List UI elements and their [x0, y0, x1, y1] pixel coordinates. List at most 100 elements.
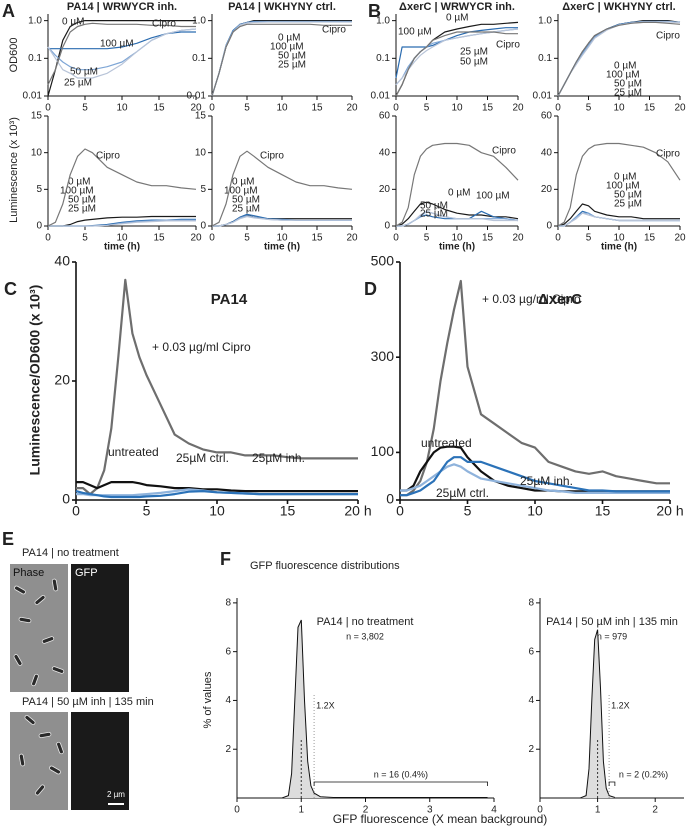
x-tick-label: 0 — [209, 103, 215, 114]
x-tick-label: 0 — [209, 233, 215, 244]
cell — [18, 753, 26, 767]
cell — [13, 654, 23, 666]
x-tick-label: 15 — [153, 103, 165, 114]
series-label: 100 µM — [224, 186, 258, 197]
series-label: 50 µM — [614, 79, 642, 90]
chart-title: PA14 | WKHYNY ctrl. — [228, 1, 336, 13]
series-line — [48, 220, 196, 227]
series-label: 100 µM — [606, 181, 640, 192]
series-line — [395, 31, 518, 97]
series-label: 0 µM — [446, 13, 468, 24]
x-tick-label: 15 — [644, 103, 656, 114]
y-tick-label: 40 — [54, 253, 70, 269]
series-label: 50 µM — [614, 190, 642, 201]
x-tick-label: 0 — [72, 503, 80, 519]
x-tick-label: 15 — [482, 233, 494, 244]
cell — [41, 636, 55, 644]
x-tick-label: 10 — [451, 233, 463, 244]
x-tick-label: 20 — [190, 233, 202, 244]
y-tick-label: 0.01 — [187, 91, 207, 102]
y-tick-label: 0.01 — [371, 91, 391, 102]
series-line — [558, 212, 680, 227]
chart-title: ΔxerC | WKHYNY ctrl. — [562, 1, 675, 13]
y-tick-label: 20 — [541, 184, 553, 195]
series-label: 25 µM — [420, 209, 448, 220]
y-tick-label: 60 — [379, 111, 391, 122]
series-label: 50 µM — [68, 195, 96, 206]
tail-bracket — [313, 781, 488, 786]
series-line — [76, 481, 358, 493]
x-tick-label: 0 — [396, 503, 404, 519]
y-tick-label: 20 — [379, 184, 391, 195]
series-label: 0 µM — [614, 172, 636, 183]
y-tick-label: 100 — [371, 443, 395, 459]
series-label: Cipro — [492, 146, 516, 157]
series-line — [212, 215, 352, 227]
tail-label: n = 16 (0.4%) — [374, 769, 428, 779]
x-tick-label: 15 — [153, 233, 165, 244]
cell — [51, 578, 59, 592]
y-tick-label: 0 — [384, 221, 390, 232]
x-tick-label: 0 — [45, 233, 51, 244]
x-tick-label: 20 h — [656, 503, 683, 519]
y-tick-label: 2 — [528, 744, 534, 755]
chart-title: ΔxerC — [538, 291, 582, 308]
x-tick-label: 0 — [393, 233, 399, 244]
series-label: 0 µM — [62, 17, 84, 28]
x-tick-label: 20 — [346, 103, 358, 114]
x-tick-label: 20 — [512, 103, 524, 114]
y-axis-label: % of values — [202, 671, 214, 728]
series-label: untreated — [421, 436, 472, 450]
y-tick-label: 40 — [379, 147, 391, 158]
y-tick-label: 8 — [528, 598, 534, 609]
panel-label: F — [220, 549, 231, 569]
x-tick-label: 5 — [244, 103, 250, 114]
x-tick-label: 0 — [555, 103, 561, 114]
y-tick-label: 0 — [546, 221, 552, 232]
phase-image — [10, 712, 68, 810]
series-line — [75, 490, 358, 499]
image-title: PA14 | 50 µM inh | 135 min — [22, 696, 154, 708]
series-label: Cipro — [152, 19, 176, 30]
y-tick-label: 1.0 — [376, 15, 390, 26]
cell — [18, 616, 32, 624]
series-label: 50 µM — [420, 201, 448, 212]
x-tick-label: 5 — [82, 233, 88, 244]
y-tick-label: 5 — [36, 184, 42, 195]
series-label: 25 µM — [614, 199, 642, 210]
x-tick-label: 15 — [595, 503, 611, 519]
series-line — [557, 21, 681, 97]
y-tick-label: 0.01 — [23, 91, 43, 102]
y-tick-label: 40 — [541, 147, 553, 158]
x-tick-label: 10 — [276, 233, 288, 244]
series-line — [400, 456, 670, 497]
panel-label: C — [4, 279, 17, 299]
series-label: + 0.03 µg/ml Cipro — [152, 340, 251, 354]
series-label: 100 µM — [606, 70, 640, 81]
x-tick-label: 3 — [427, 805, 433, 816]
series-label: Cipro — [96, 151, 120, 162]
x-tick-label: 5 — [143, 503, 151, 519]
chart-subtitle: n = 979 — [597, 631, 627, 641]
series-line — [395, 27, 518, 79]
chart-subtitle: n = 3,802 — [346, 631, 384, 641]
x-tick-label: 5 — [586, 233, 592, 244]
x-tick-label: 0 — [555, 233, 561, 244]
y-tick-label: 1.0 — [28, 15, 42, 26]
series-label: Cipro — [260, 151, 284, 162]
series-label: 50 µM — [278, 51, 306, 62]
image-title: PA14 | no treatment — [22, 547, 119, 559]
x-tick-label: 15 — [482, 103, 494, 114]
cell — [49, 765, 61, 775]
series-line — [76, 278, 358, 496]
series-line — [47, 148, 197, 227]
panel-label: E — [2, 529, 14, 549]
y-tick-label: 0 — [386, 491, 394, 507]
x-axis-label: time (h) — [104, 242, 140, 253]
series-line — [211, 23, 352, 97]
y-tick-label: 0 — [62, 491, 70, 507]
gfp-image — [71, 564, 129, 692]
gfp-image — [71, 712, 129, 810]
y-tick-label: 0.1 — [538, 53, 552, 64]
series-label: 25µM inh. — [520, 474, 573, 488]
